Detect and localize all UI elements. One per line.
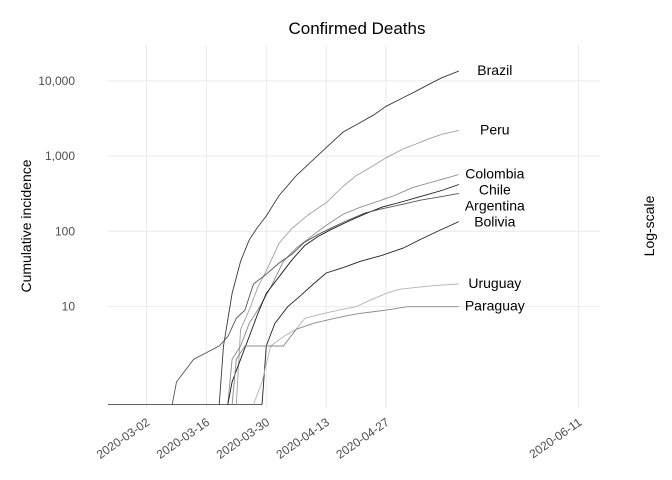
series-label-paraguay: Paraguay <box>465 298 525 314</box>
x-tick-label: 2020-04-13 <box>274 415 333 462</box>
series-label-chile: Chile <box>479 182 511 198</box>
y-axis-title: Cumulative incidence <box>18 159 34 292</box>
x-tick-label: 2020-03-30 <box>214 415 273 462</box>
x-tick-label: 2020-03-16 <box>154 415 213 462</box>
y-tick-label: 1,000 <box>45 149 75 163</box>
series-line-bolivia <box>261 221 459 405</box>
x-tick-label: 2020-06-11 <box>527 415 585 461</box>
series-line-chile <box>227 184 459 405</box>
gridlines <box>108 45 600 408</box>
series-lines <box>108 70 459 406</box>
series-label-uruguay: Uruguay <box>468 275 521 291</box>
series-line-paraguay <box>231 306 459 405</box>
series-line-colombia <box>227 174 459 405</box>
series-line-peru <box>235 129 459 405</box>
series-line-argentina <box>171 192 459 405</box>
series-label-peru: Peru <box>480 121 510 137</box>
x-axis-ticks: 2020-03-02 2020-03-16 2020-03-30 2020-04-13… <box>94 415 585 462</box>
scale-note-label: Log-scale <box>641 195 657 256</box>
series-label-colombia: Colombia <box>465 166 524 182</box>
y-tick-label: 10,000 <box>38 74 75 88</box>
x-tick-label: 2020-03-02 <box>94 415 153 462</box>
chart-title: Confirmed Deaths <box>288 19 425 38</box>
series-label-bolivia: Bolivia <box>474 214 515 230</box>
series-label-argentina: Argentina <box>465 198 525 214</box>
series-line-brazil <box>218 70 459 405</box>
series-label-brazil: Brazil <box>477 62 512 78</box>
y-tick-label: 100 <box>55 224 75 238</box>
y-tick-label: 10 <box>62 300 76 314</box>
x-tick-label: 2020-04-27 <box>333 415 392 462</box>
y-axis-ticks: 10 100 1,000 10,000 <box>38 74 75 314</box>
series-line-uruguay <box>253 283 459 405</box>
